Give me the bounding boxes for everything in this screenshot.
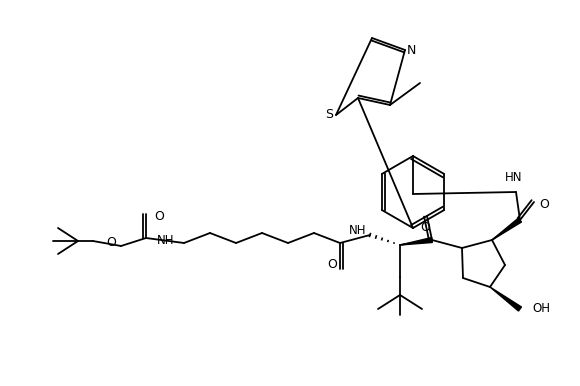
Text: S: S — [325, 107, 333, 120]
Text: O: O — [420, 221, 430, 234]
Text: OH: OH — [532, 303, 550, 315]
Text: NH: NH — [157, 234, 175, 247]
Text: NH: NH — [349, 225, 366, 237]
Text: N: N — [407, 44, 416, 56]
Polygon shape — [490, 287, 521, 311]
Text: O: O — [106, 237, 116, 249]
Text: O: O — [327, 259, 337, 271]
Text: HN: HN — [505, 171, 523, 184]
Text: O: O — [154, 210, 164, 222]
Text: O: O — [539, 198, 549, 210]
Polygon shape — [400, 237, 432, 245]
Polygon shape — [492, 218, 521, 240]
